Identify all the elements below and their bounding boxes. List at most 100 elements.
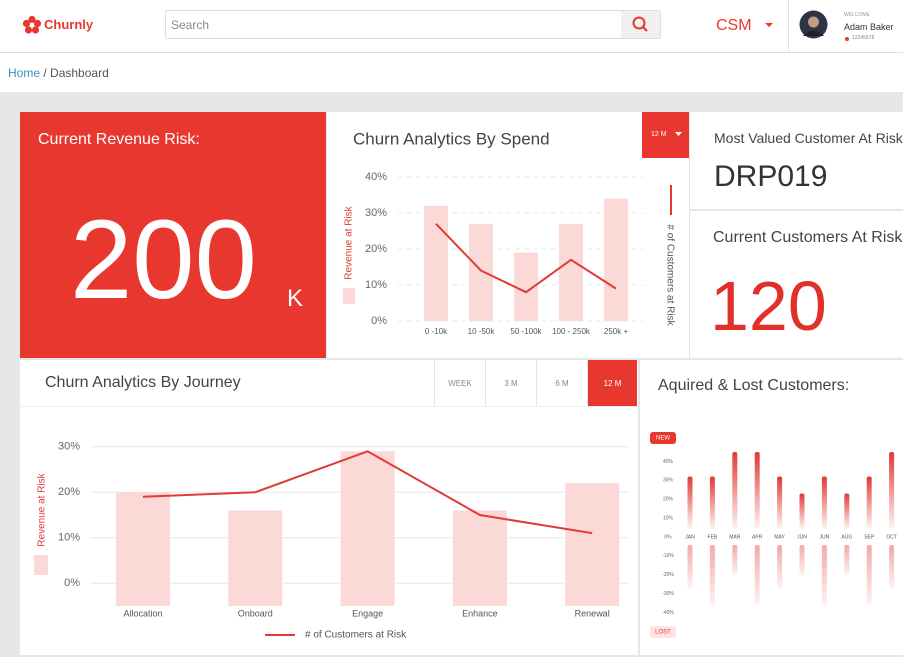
y-tick-label: 30% [58, 441, 80, 453]
y-tick-label: 0% [371, 315, 387, 327]
most-valued-card: Most Valued Customer At Risk DRP019 [690, 112, 903, 209]
period-tab[interactable]: 6 M [536, 360, 587, 406]
customer-id: DRP019 [714, 160, 828, 193]
x-tick-label: 250k + [604, 327, 629, 336]
card-title: Current Customers At Risk [713, 229, 903, 246]
x-tick-label: OCT [886, 534, 897, 540]
search-placeholder: Search [171, 18, 210, 32]
x-tick-label: Enhance [462, 608, 498, 618]
series-badge [650, 432, 676, 444]
bar [228, 510, 283, 606]
bar [469, 223, 493, 321]
x-tick-label: MAR [729, 534, 741, 540]
series-label: LOST [655, 630, 671, 636]
breadcrumb-current: Dashboard [50, 66, 109, 80]
bar [866, 476, 872, 529]
card-title: Most Valued Customer At Risk [714, 130, 903, 146]
search-button[interactable] [621, 11, 660, 38]
user-name: Adam Baker [844, 22, 894, 32]
x-tick-label: JAN [685, 534, 695, 540]
chart-title: Aquired & Lost Customers: [658, 377, 849, 394]
customers-value: 120 [710, 267, 827, 345]
y-tick-label: 10% [58, 532, 80, 544]
card-title: Current Revenue Risk: [38, 131, 200, 148]
role-dropdown[interactable]: CSM [716, 17, 752, 34]
bar [565, 483, 620, 606]
period-tab[interactable]: 12 M [587, 360, 637, 406]
revenue-unit: K [287, 285, 304, 312]
series-badge [650, 626, 676, 638]
period-tab[interactable]: WEEK [434, 360, 485, 406]
y-tick-label: 20% [365, 243, 387, 255]
bar [754, 545, 760, 605]
y-tick-label: -10% [662, 553, 674, 559]
search-box[interactable]: Search [165, 10, 661, 39]
acquired-chart: Aquired & Lost Customers: 40% 30% 20% 10% 0% -… [650, 377, 897, 638]
revenue-value: 200 [70, 197, 257, 322]
x-tick-label: 0 -10k [425, 327, 448, 336]
avatar[interactable] [799, 10, 828, 39]
current-customers-card: Current Customers At Risk 120 [690, 211, 903, 358]
legend-label: # of Customers at Risk [305, 630, 407, 641]
welcome: WELCOME [844, 12, 870, 18]
x-tick-label: Renewal [575, 608, 610, 618]
y-tick-label: 20% [58, 486, 80, 498]
series-label: NEW [656, 436, 670, 442]
bar [709, 545, 715, 605]
bar [709, 476, 715, 529]
bar [866, 545, 872, 605]
journey-chart: Churn Analytics By Journey 0% 10% 20% 30% All… [34, 374, 628, 641]
x-tick-label: Allocation [123, 608, 162, 618]
bar [799, 493, 805, 529]
bar [799, 545, 805, 575]
line-series [435, 223, 617, 294]
spend-card: Churn Analytics By Spend 0% 10% 20% 30% 40% 0 … [326, 112, 689, 358]
bar [889, 545, 895, 588]
y-tick-label: -40% [662, 610, 674, 616]
bar [687, 545, 693, 588]
bar [116, 492, 170, 606]
journey-card: Churn Analytics By Journey 0% 10% 20% 30% All… [20, 360, 638, 655]
breadcrumb-separator: / [43, 66, 47, 80]
y-tick-label: 20% [663, 497, 674, 503]
bar [732, 545, 738, 575]
period-tab[interactable]: 3 M [485, 360, 536, 406]
bar [424, 205, 448, 321]
y-tick-label: 30% [663, 478, 674, 484]
revenue-risk-card: Current Revenue Risk: 200 K [20, 112, 326, 358]
x-tick-label: Onboard [238, 608, 273, 618]
period-dropdown[interactable]: 12 M [642, 112, 689, 158]
role-caret [765, 23, 773, 27]
legend-label: # of Customers at Risk [664, 224, 675, 326]
bar [687, 476, 693, 529]
x-tick-label: SEP [864, 534, 875, 540]
bar [821, 545, 827, 605]
bar [732, 452, 738, 529]
user-id: 12345678 [852, 35, 875, 41]
bar [559, 223, 583, 321]
logo-text: Churnly [44, 17, 94, 32]
breadcrumb-link[interactable]: Home [8, 66, 41, 80]
y-tick-label: -30% [662, 591, 674, 597]
bar [889, 452, 895, 529]
bar [844, 545, 850, 575]
acquired-card: Aquired & Lost Customers: 40% 30% 20% 10% 0% -… [640, 360, 903, 655]
legend-swatch [343, 288, 355, 304]
x-tick-label: 50 -100k [510, 327, 542, 336]
bar [340, 451, 395, 606]
x-tick-label: APR [752, 534, 763, 540]
x-tick-label: 10 -50k [468, 327, 496, 336]
x-tick-label: FEB [708, 534, 718, 540]
y-tick-label: -20% [662, 572, 674, 578]
y-tick-label: 30% [365, 207, 387, 219]
bar [452, 510, 507, 606]
x-tick-label: 100 - 250k [552, 327, 591, 336]
x-tick-label: AUG [841, 534, 852, 540]
bar [754, 452, 760, 529]
y-tick-label: 10% [365, 279, 387, 291]
y-tick-label: 0% [664, 534, 672, 540]
spend-chart: Churn Analytics By Spend 0% 10% 20% 30% 40% 0 … [343, 129, 675, 336]
bar [777, 545, 783, 588]
legend-label: Revenue at Risk [37, 472, 48, 546]
